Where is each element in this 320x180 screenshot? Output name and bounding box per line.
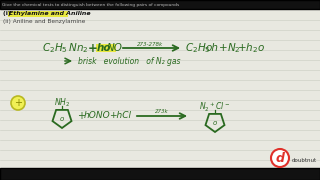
Text: (ii) Aniline and Benzylamine: (ii) Aniline and Benzylamine [3,19,85,24]
Text: 273-278k: 273-278k [137,42,163,46]
Text: o: o [213,120,217,126]
Circle shape [271,149,289,167]
Text: $C_2H_5$: $C_2H_5$ [185,41,211,55]
Text: +: + [14,98,22,108]
Text: +: + [88,42,98,55]
Text: $+h_2o$: $+h_2o$ [237,41,265,55]
FancyBboxPatch shape [96,44,116,52]
Text: d: d [276,152,284,165]
Text: Give the chemical tests to distinguish between the following pairs of compounds: Give the chemical tests to distinguish b… [2,3,179,7]
Text: hONO: hONO [84,111,111,120]
FancyBboxPatch shape [8,11,68,17]
Text: $N_2{}^+Cl^-$: $N_2{}^+Cl^-$ [199,100,231,114]
Text: (i): (i) [3,12,13,17]
Text: 273k: 273k [155,109,169,114]
Text: doubtnut: doubtnut [292,158,317,163]
FancyBboxPatch shape [0,0,320,9]
Text: ho: ho [97,43,111,53]
Text: Ethylamine and Aniline: Ethylamine and Aniline [9,12,91,17]
Circle shape [11,96,25,110]
Text: oh: oh [206,43,219,53]
Text: $C_2H_5\,Nn_2$: $C_2H_5\,Nn_2$ [42,41,89,55]
Text: o: o [60,116,64,122]
Text: NO: NO [107,43,123,53]
Text: +: + [219,43,228,53]
Text: brisk   evolution   of N₂ gas: brisk evolution of N₂ gas [78,57,180,66]
FancyBboxPatch shape [0,168,320,180]
Text: $N_2$: $N_2$ [227,41,241,55]
Text: +hCl: +hCl [109,111,131,120]
Text: $\mathit{NH}_2$: $\mathit{NH}_2$ [54,97,70,109]
Text: +: + [77,111,85,121]
